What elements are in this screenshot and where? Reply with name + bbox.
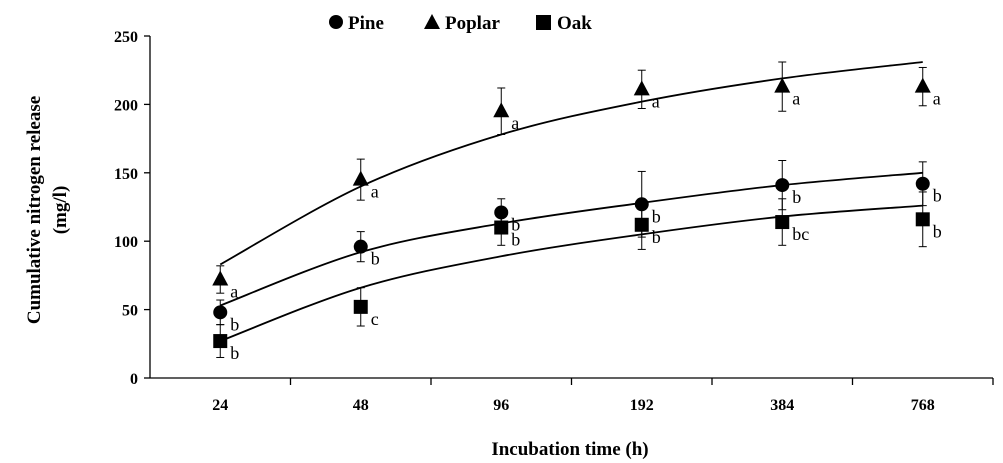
point-poplar <box>633 80 650 96</box>
x-tick-label: 24 <box>212 397 228 414</box>
x-tick-label: 48 <box>353 397 369 414</box>
x-tick-label: 96 <box>493 397 509 414</box>
x-ticks: 24 48 96 192 384 768 <box>212 378 994 414</box>
x-axis-title: Incubation time (h) <box>491 439 648 460</box>
letter-poplar: a <box>511 113 519 133</box>
x-tick-label: 384 <box>770 397 794 414</box>
legend-marker-oak <box>536 15 551 30</box>
letter-poplar: a <box>371 182 379 202</box>
fit-curve-poplar <box>219 61 923 266</box>
point-poplar <box>914 77 931 93</box>
y-axis-title: Cumulative nitrogen release <box>24 96 45 324</box>
error-bars <box>216 61 927 358</box>
fit-curve-oak <box>219 204 923 342</box>
y-tick-label: 250 <box>114 29 138 46</box>
letter-oak: c <box>371 309 379 329</box>
point-oak <box>213 334 228 349</box>
letter-oak: bc <box>792 224 809 244</box>
legend-marker-poplar <box>424 14 440 29</box>
point-poplar <box>493 102 510 118</box>
y-tick-label: 50 <box>122 303 138 320</box>
letter-poplar: a <box>933 89 941 109</box>
letter-oak: b <box>511 230 520 250</box>
data-markers <box>212 77 931 349</box>
legend-label-poplar: Poplar <box>445 13 500 34</box>
y-ticks: 0 50 100 150 200 250 <box>114 29 150 388</box>
letter-poplar: a <box>792 89 800 109</box>
letter-oak: b <box>933 221 942 241</box>
fit-curves <box>219 61 923 342</box>
y-axis-units: (mg/l) <box>50 186 71 235</box>
point-poplar <box>212 270 229 286</box>
y-tick-label: 150 <box>114 166 138 183</box>
point-poplar <box>352 170 369 186</box>
x-tick-label: 768 <box>911 397 935 414</box>
point-oak <box>915 212 930 227</box>
axes <box>149 36 993 379</box>
point-pine <box>915 176 930 191</box>
y-tick-label: 0 <box>130 371 138 388</box>
letter-poplar: a <box>652 91 660 111</box>
point-oak <box>634 217 649 232</box>
letter-pine: b <box>792 187 801 207</box>
letter-pine: b <box>511 214 520 234</box>
legend-label-pine: Pine <box>348 13 384 34</box>
legend: Pine Poplar Oak <box>329 13 592 34</box>
y-tick-label: 200 <box>114 97 138 114</box>
y-tick-label: 100 <box>114 234 138 251</box>
legend-marker-pine <box>329 15 343 29</box>
letter-pine: b <box>652 206 661 226</box>
point-oak <box>775 215 790 230</box>
fit-curve-pine <box>219 171 923 307</box>
x-tick-label: 192 <box>630 397 654 414</box>
point-oak <box>353 299 368 314</box>
point-pine <box>353 239 368 254</box>
letter-oak: b <box>652 227 661 247</box>
letter-poplar: a <box>230 282 238 302</box>
letter-pine: b <box>933 186 942 206</box>
letter-pine: b <box>230 314 239 334</box>
point-pine <box>494 205 509 220</box>
letter-pine: b <box>371 249 380 269</box>
point-pine <box>213 305 228 320</box>
legend-label-oak: Oak <box>557 13 592 34</box>
point-pine <box>775 178 790 193</box>
point-pine <box>634 197 649 212</box>
letter-oak: b <box>230 343 239 363</box>
point-oak <box>494 220 509 235</box>
point-poplar <box>774 77 791 93</box>
